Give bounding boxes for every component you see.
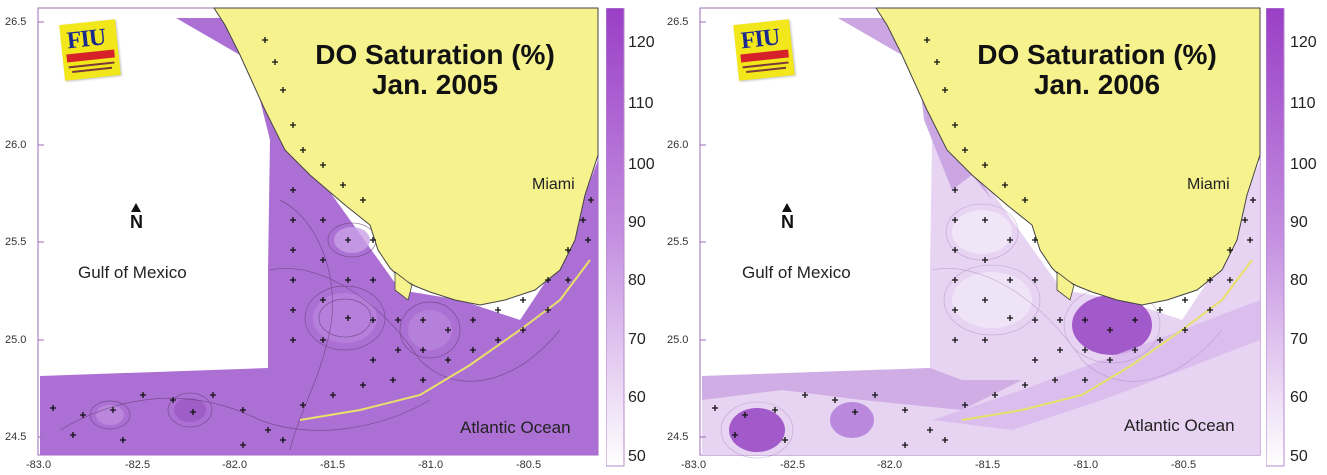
gulf-of-mexico-label: Gulf of Mexico <box>78 263 187 282</box>
logo-line <box>746 66 787 73</box>
colorbar-tick: 120 <box>628 34 655 51</box>
x-tick: -82.5 <box>780 459 806 471</box>
title-line-2: Jan. 2006 <box>1033 69 1161 100</box>
colorbar-2006 <box>1266 8 1285 467</box>
miami-label: Miami <box>532 176 575 193</box>
north-label: N <box>781 212 794 232</box>
map-canvas-2006 <box>699 7 1261 459</box>
y-tick: 25.0 <box>5 334 27 346</box>
colorbar-tick: 100 <box>1290 156 1317 173</box>
x-tick: -81.5 <box>975 459 1001 471</box>
y-tick: 26.0 <box>667 139 689 151</box>
colorbar-tick: 60 <box>628 389 646 406</box>
fiu-logo: FIU <box>733 19 795 81</box>
x-tick: -83.0 <box>681 459 707 471</box>
sampling-stations-2005 <box>50 37 594 448</box>
colorbar-tick: 90 <box>628 214 646 231</box>
colorbar-tick: 120 <box>1290 34 1317 51</box>
gulf-of-mexico-label: Gulf of Mexico <box>742 263 851 282</box>
x-tick: -82.0 <box>877 459 903 471</box>
x-tick: -80.5 <box>1171 459 1197 471</box>
logo-line <box>72 66 113 73</box>
sampling-stations-2006 <box>712 37 1256 448</box>
map-panel-2006: FIU DO Saturation (%) Jan. 2006 Miami Gu… <box>662 0 1327 475</box>
north-arrow-icon <box>782 203 792 212</box>
colorbar-tick: 70 <box>1290 331 1308 348</box>
colorbar-tick: 100 <box>628 156 655 173</box>
north-label: N <box>130 212 143 232</box>
colorbar-tick: 50 <box>1290 448 1308 465</box>
colorbar-2005 <box>606 8 625 467</box>
atlantic-ocean-label: Atlantic Ocean <box>1124 416 1235 435</box>
x-tick: -83.0 <box>26 459 52 471</box>
x-tick: -81.0 <box>1073 459 1099 471</box>
colorbar-tick: 60 <box>1290 389 1308 406</box>
do-saturation-surface <box>40 18 598 455</box>
colorbar-tick: 80 <box>628 272 646 289</box>
colorbar-tick: 50 <box>628 448 646 465</box>
y-tick: 25.0 <box>667 334 689 346</box>
fiu-logo: FIU <box>59 19 121 81</box>
map-title: DO Saturation (%) Jan. 2005 <box>285 40 585 100</box>
title-line-1: DO Saturation (%) <box>315 39 555 70</box>
colorbar-tick: 90 <box>1290 214 1308 231</box>
colorbar-tick: 80 <box>1290 272 1308 289</box>
title-line-2: Jan. 2005 <box>371 69 499 100</box>
y-tick: 24.5 <box>667 431 689 443</box>
map-canvas-2005 <box>37 7 599 456</box>
colorbar-tick: 110 <box>1290 95 1316 112</box>
y-tick: 26.5 <box>667 16 689 28</box>
florida-landmass <box>875 7 1261 306</box>
map-title: DO Saturation (%) Jan. 2006 <box>947 40 1247 100</box>
x-tick: -81.0 <box>418 459 444 471</box>
y-tick: 25.5 <box>667 236 689 248</box>
y-tick: 25.5 <box>5 236 27 248</box>
x-tick: -80.5 <box>516 459 542 471</box>
north-arrow-icon <box>131 203 141 212</box>
colorbar-tick: 70 <box>628 331 646 348</box>
y-tick: 26.5 <box>5 16 27 28</box>
florida-landmass <box>213 7 599 306</box>
miami-label: Miami <box>1187 176 1230 193</box>
x-tick: -82.0 <box>222 459 248 471</box>
title-line-1: DO Saturation (%) <box>977 39 1217 70</box>
colorbar-tick: 110 <box>628 95 654 112</box>
atlantic-ocean-label: Atlantic Ocean <box>460 418 571 437</box>
y-tick: 26.0 <box>5 139 27 151</box>
y-tick: 24.5 <box>5 431 27 443</box>
x-tick: -82.5 <box>125 459 151 471</box>
map-panel-2005: FIU DO Saturation (%) Jan. 2005 Miami Gu… <box>0 0 655 475</box>
x-tick: -81.5 <box>320 459 346 471</box>
